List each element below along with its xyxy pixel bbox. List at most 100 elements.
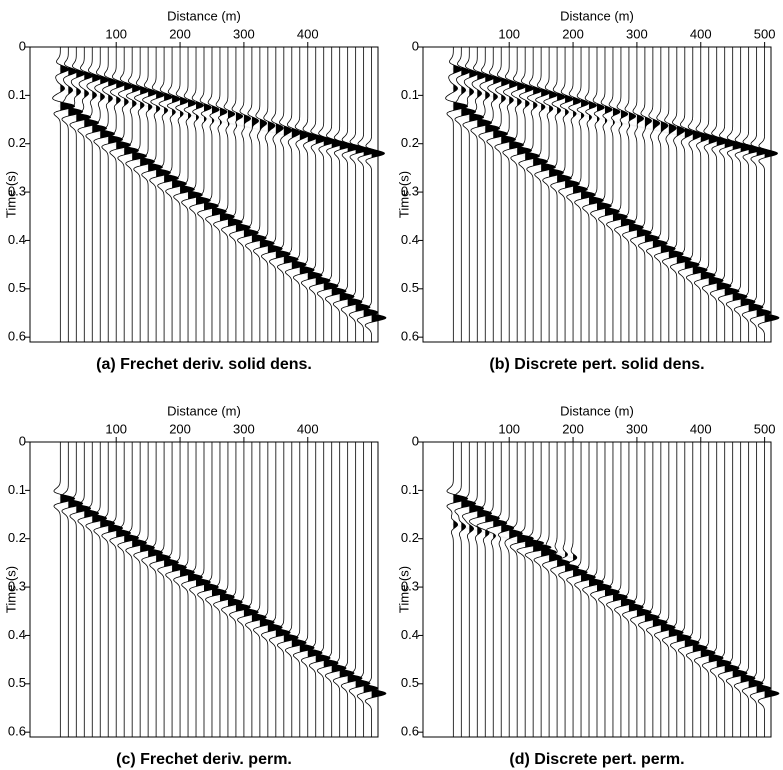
event (57, 103, 373, 320)
trace-fill (509, 47, 524, 342)
trace (101, 47, 123, 342)
trace-fill (116, 442, 131, 737)
trace (494, 47, 516, 342)
trace-fill (315, 47, 331, 342)
event (58, 87, 372, 155)
trace-fill (299, 47, 315, 342)
trace-fill (227, 47, 243, 342)
trace-fill (716, 442, 732, 737)
trace-fill (764, 47, 779, 342)
trace-fill (132, 442, 147, 737)
trace (157, 442, 179, 737)
x-tick-label: 200 (169, 26, 191, 41)
trace (638, 442, 660, 737)
trace (542, 47, 564, 342)
trace (284, 442, 307, 737)
trace (630, 442, 652, 737)
trace-fill (581, 47, 596, 342)
trace (717, 442, 740, 737)
trace (678, 47, 700, 342)
trace (173, 442, 195, 737)
x-tick-label: 200 (562, 26, 584, 41)
trace-fill (76, 47, 91, 342)
trace (101, 442, 123, 737)
trace-fill (235, 47, 251, 342)
trace (316, 47, 339, 342)
trace-fill (267, 442, 283, 737)
trace (590, 47, 612, 342)
trace (141, 47, 163, 342)
trace (221, 47, 243, 342)
event (451, 523, 574, 559)
trace (445, 47, 468, 342)
x-tick-label: 100 (498, 26, 520, 41)
trace-fill (485, 47, 500, 342)
trace (478, 47, 501, 342)
trace-fill (180, 442, 195, 737)
trace-fill (283, 442, 299, 737)
x-tick-label: 100 (498, 421, 520, 436)
trace-fill (100, 47, 115, 342)
trace (308, 442, 331, 737)
trace (237, 47, 259, 342)
trace-fill (461, 442, 476, 737)
trace-fill (628, 442, 644, 737)
trace (173, 47, 195, 342)
trace-fill (652, 47, 668, 342)
trace-fill (676, 442, 692, 737)
y-axis-title: Time (s) (396, 566, 411, 613)
x-axis-title: Distance (m) (560, 403, 634, 418)
trace (550, 47, 572, 342)
panel: Distance (m) Time (s) (a) Frechet deriv. s… (3, 8, 387, 373)
trace (69, 47, 92, 342)
trace (469, 442, 493, 737)
trace-fill (644, 47, 660, 342)
trace (502, 442, 523, 737)
trace (494, 442, 515, 737)
trace (757, 442, 780, 737)
trace-fill (283, 47, 299, 342)
y-tick-label: 0 (19, 38, 26, 53)
trace (516, 442, 545, 737)
trace-fill (307, 442, 323, 737)
trace (316, 442, 339, 737)
trace (550, 442, 571, 737)
y-tick-label: 0.4 (8, 232, 26, 247)
trace (486, 47, 509, 342)
trace-fill (251, 47, 267, 342)
trace (324, 47, 347, 342)
x-tick-label: 100 (105, 421, 127, 436)
trace (348, 47, 371, 342)
trace-fill (84, 47, 99, 342)
trace (709, 47, 732, 342)
trace (741, 442, 764, 737)
y-tick-label: 0.3 (401, 184, 419, 199)
trace (340, 47, 363, 342)
x-tick-label: 100 (105, 26, 127, 41)
trace (189, 442, 211, 737)
trace-fill (469, 47, 484, 342)
trace-fill (275, 47, 291, 342)
trace (253, 442, 275, 737)
trace-fill (660, 47, 676, 342)
trace (292, 442, 315, 737)
trace (237, 442, 259, 737)
trace (109, 442, 131, 737)
y-tick-label: 0.1 (8, 87, 26, 102)
y-tick-label: 0.4 (8, 627, 26, 642)
trace-fill (323, 442, 339, 737)
x-tick-label: 300 (233, 421, 255, 436)
x-tick-label: 300 (233, 26, 255, 41)
trace (149, 47, 171, 342)
trace (141, 442, 163, 737)
trace (733, 47, 756, 342)
trace (622, 442, 644, 737)
x-axis-title: Distance (m) (560, 8, 634, 23)
trace-fill (291, 47, 307, 342)
trace (109, 47, 132, 342)
y-tick-label: 0.6 (401, 329, 419, 344)
trace (661, 442, 684, 737)
trace-fill (756, 47, 771, 342)
trace (677, 442, 700, 737)
trace-fill (140, 442, 155, 737)
